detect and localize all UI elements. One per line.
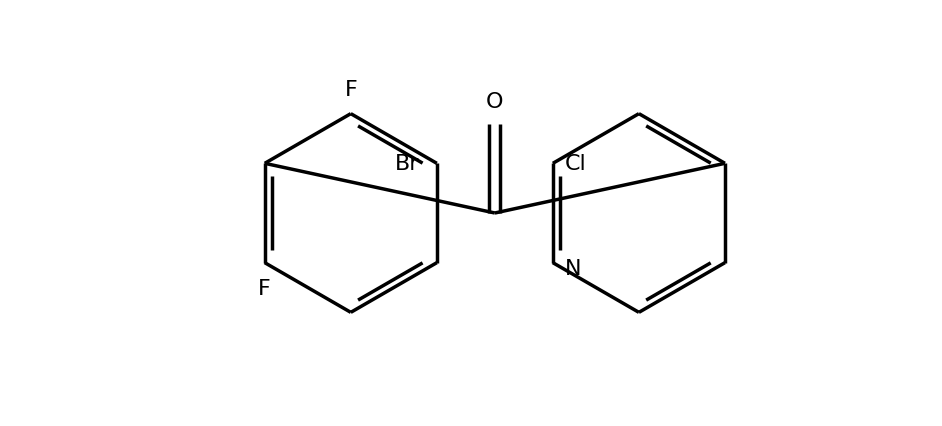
Text: F: F	[345, 80, 357, 100]
Text: N: N	[565, 258, 581, 278]
Text: F: F	[258, 278, 271, 298]
Text: Br: Br	[395, 154, 419, 174]
Text: O: O	[486, 92, 504, 112]
Text: Cl: Cl	[565, 154, 587, 174]
